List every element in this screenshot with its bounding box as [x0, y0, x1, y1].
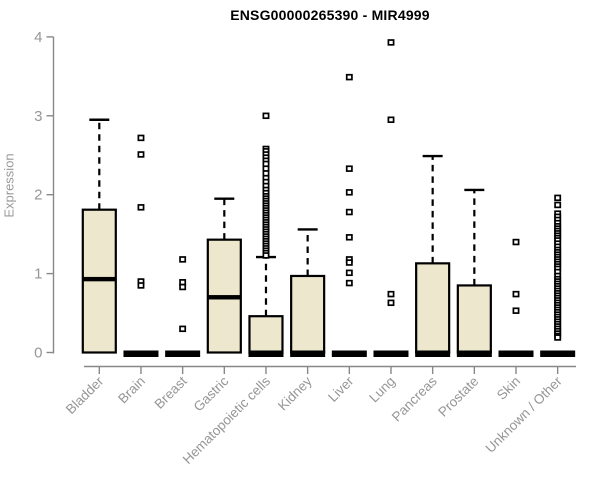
outlier-point — [345, 279, 353, 287]
box — [415, 262, 451, 354]
median-line — [415, 350, 451, 357]
x-tick-label: Gastric — [191, 373, 232, 414]
outlier-point — [387, 290, 395, 298]
outlier-point — [387, 299, 395, 307]
box — [248, 315, 284, 354]
box — [290, 274, 326, 354]
x-tick-label: Brain — [115, 374, 148, 407]
y-tick-label: 3 — [34, 108, 42, 125]
median-line — [456, 350, 492, 357]
outlier-point — [345, 189, 353, 196]
outlier-point — [262, 112, 270, 120]
zero-box — [165, 350, 201, 357]
outlier-point — [179, 256, 187, 263]
median-line — [290, 350, 326, 357]
x-tick-label: Bladder — [63, 373, 107, 417]
x-tick-label: Unknown / Other — [483, 373, 566, 456]
outlier-point — [554, 334, 562, 341]
outlier-point — [137, 151, 145, 158]
outlier-point — [262, 252, 270, 259]
median-line — [207, 295, 241, 300]
outlier-point — [345, 269, 353, 277]
outlier-point — [512, 290, 520, 298]
outlier-point — [179, 325, 187, 333]
outlier-point — [137, 134, 145, 142]
outlier-point — [554, 194, 562, 202]
y-tick-label: 4 — [34, 29, 42, 46]
x-tick-label: Kidney — [275, 373, 315, 413]
y-tick-label: 0 — [34, 345, 42, 362]
outlier-point — [512, 238, 520, 246]
outlier-point — [345, 259, 353, 266]
box — [456, 284, 492, 354]
zero-box — [540, 350, 576, 357]
x-tick-label: Pancreas — [389, 373, 440, 424]
x-tick-label: Liver — [325, 373, 357, 405]
x-tick-label: Prostate — [435, 374, 481, 420]
x-tick-label: Breast — [152, 373, 190, 411]
outlier-point — [179, 283, 187, 291]
chart-title: ENSG00000265390 - MIR4999 — [230, 7, 430, 23]
outlier-point — [137, 282, 145, 289]
outlier-point — [554, 201, 562, 209]
x-tick-label: Skin — [494, 374, 523, 403]
zero-box — [331, 350, 367, 357]
outlier-point — [345, 208, 353, 216]
outlier-point — [387, 116, 395, 123]
median-line — [82, 276, 116, 282]
y-tick-label: 2 — [34, 187, 42, 204]
outlier-point — [345, 73, 353, 81]
outlier-point — [387, 39, 395, 46]
zero-box — [373, 350, 409, 357]
y-tick-label: 1 — [34, 266, 42, 283]
outlier-point — [137, 204, 145, 211]
zero-box — [498, 350, 534, 357]
outlier-point — [345, 165, 353, 172]
median-line — [248, 350, 284, 357]
outlier-point — [512, 307, 520, 314]
outlier-point — [345, 234, 353, 241]
zero-box — [123, 350, 159, 357]
x-tick-label: Lung — [366, 374, 398, 406]
